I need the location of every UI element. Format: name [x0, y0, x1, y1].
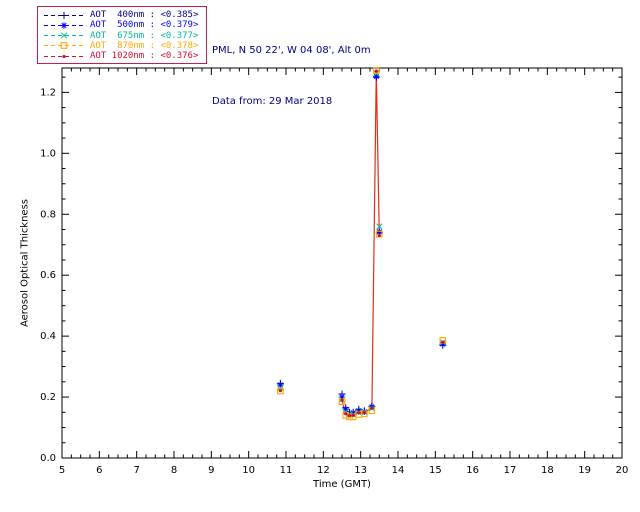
y-tick-label: 0.0 — [40, 453, 56, 464]
data-point-dot — [441, 340, 445, 344]
y-axis-label: Aerosol Optical Thickness — [19, 198, 31, 328]
legend-line-sample — [44, 54, 84, 58]
data-point-asterisk — [376, 228, 383, 236]
y-tick-label: 0.6 — [40, 270, 56, 281]
legend-label: AOT 870nm : <0.378> — [90, 40, 199, 51]
plot-header: PML, N 50 22', W 04 08', Alt 0m Data fro… — [212, 8, 371, 144]
data-point-dot — [62, 54, 66, 58]
data-point-dot — [377, 233, 381, 238]
legend-label: AOT 500nm : <0.379> — [90, 20, 199, 31]
data-point-dot — [357, 411, 361, 415]
x-tick-label: 13 — [354, 465, 367, 476]
data-point-dot — [347, 414, 352, 418]
data-point-dot — [278, 389, 282, 393]
x-tick-label: 16 — [466, 465, 479, 476]
legend-item: AOT 400nm : <0.385> — [42, 10, 202, 20]
legend-item: AOT 1020nm : <0.376> — [42, 51, 202, 61]
y-tick-label: 0.8 — [40, 209, 56, 220]
y-tick-label: 1.2 — [40, 87, 56, 98]
data-point-dot — [362, 411, 366, 415]
data-point-square — [277, 387, 284, 395]
data-point-dot — [374, 69, 378, 73]
legend-line-sample — [44, 11, 84, 19]
x-tick-label: 8 — [171, 465, 177, 476]
data-point-plus — [60, 11, 68, 19]
x-tick-label: 17 — [504, 465, 517, 476]
data-point-x — [376, 223, 383, 230]
x-axis-label: Time (GMT) — [313, 479, 371, 490]
y-tick-label: 1.0 — [40, 148, 56, 159]
data-point-asterisk — [373, 73, 380, 80]
legend-item: AOT 500nm : <0.379> — [42, 20, 202, 30]
x-tick-label: 6 — [96, 465, 102, 476]
x-tick-label: 5 — [59, 465, 65, 476]
data-point-dot — [370, 406, 374, 410]
x-tick-label: 15 — [429, 465, 442, 476]
legend-item: AOT 870nm : <0.378> — [42, 41, 202, 51]
x-tick-label: 18 — [541, 465, 554, 476]
legend-label: AOT 675nm : <0.377> — [90, 30, 199, 41]
legend-line-sample — [44, 22, 84, 29]
data-point-x — [60, 32, 68, 39]
data-point-square — [372, 67, 380, 74]
x-tick-label: 11 — [280, 465, 293, 476]
legend-line-sample — [44, 42, 84, 50]
x-tick-label: 14 — [392, 465, 405, 476]
x-tick-label: 10 — [242, 465, 255, 476]
data-point-square — [60, 42, 68, 50]
data-point-dot — [340, 398, 344, 402]
data-point-asterisk — [277, 381, 284, 389]
x-tick-label: 19 — [578, 465, 591, 476]
x-tick-label: 9 — [208, 465, 214, 476]
data-point-dot — [344, 412, 348, 416]
legend-box: AOT 400nm : <0.385> AOT 500nm : <0.379> … — [37, 6, 207, 64]
x-tick-label: 20 — [616, 465, 629, 476]
data-date: Data from: 29 Mar 2018 — [212, 96, 333, 107]
legend-line-sample — [44, 32, 84, 39]
y-tick-label: 0.2 — [40, 392, 56, 403]
x-tick-label: 7 — [133, 465, 139, 476]
legend-item: AOT 675nm : <0.377> — [42, 31, 202, 41]
station-info: PML, N 50 22', W 04 08', Alt 0m — [212, 45, 371, 56]
data-point-dot — [351, 413, 355, 417]
x-tick-label: 12 — [317, 465, 330, 476]
y-tick-label: 0.4 — [40, 331, 56, 342]
legend-label: AOT 400nm : <0.385> — [90, 10, 199, 20]
legend-label: AOT 1020nm : <0.376> — [90, 51, 199, 61]
data-point-asterisk — [60, 22, 68, 29]
